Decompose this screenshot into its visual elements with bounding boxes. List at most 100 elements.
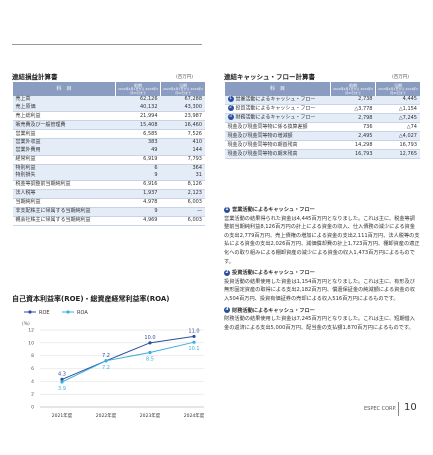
legend-label: ROA: [77, 310, 88, 316]
table-cell: 2,495: [330, 131, 376, 142]
cell-text: 売上原価: [15, 103, 36, 110]
header-cell: 科 目: [12, 82, 116, 97]
header-cell: 科 目: [224, 82, 331, 97]
cell-text: 21,994: [140, 112, 158, 119]
table-row: 1 営業活動によるキャッシュ・フロー 2,738 4,445: [224, 96, 420, 106]
table-cell: 16,460: [160, 120, 205, 131]
data-label: 11.0: [188, 328, 199, 334]
marker: 3: [224, 307, 230, 314]
note-body: 営業活動の結果得られた資金は4,445百万円となりました。これは主に、税金等調整…: [224, 215, 420, 265]
point: [192, 334, 196, 339]
table-row: 2 投資活動によるキャッシュ・フロー △3,778 △1,154: [224, 104, 420, 115]
table-cell: △1,154: [375, 104, 420, 115]
cell-text: 364: [192, 164, 202, 171]
y-tick-label: 2: [31, 392, 34, 398]
marker: 1: [224, 206, 230, 213]
cell-text: 4,969: [143, 216, 158, 223]
table-cell: 現金及び現金同等物の増減額: [224, 131, 331, 142]
point: [104, 359, 108, 363]
cell-text: 6,003: [187, 198, 202, 205]
table-cell: 税金等調整前当期純利益: [12, 180, 116, 190]
table-cell: 736: [330, 122, 376, 133]
table-cell: 法人税等: [12, 189, 116, 199]
header-range: 2023年4月1日から 2024年3月31日まで: [163, 87, 203, 95]
table-cell: 62,126 40,132: [115, 96, 161, 113]
table-row: 売上高 売上原価 62,126 40,132 67,288 43,300: [12, 96, 205, 113]
table-row: 税金等調整前当期純利益 6,916 8,126: [12, 180, 205, 190]
data-label: 7.2: [102, 353, 110, 359]
cell-text: 6,916: [143, 180, 158, 187]
table-row: 非支配株主に帰属する当期純利益 9 —: [12, 207, 205, 217]
page-number: 10: [404, 402, 417, 413]
cell-text: 4,978: [143, 198, 158, 205]
table-cell: 3 財務活動によるキャッシュ・フロー: [224, 113, 331, 124]
chart-title: 自己資本利益率(ROE)・総資産経常利益率(ROA): [12, 294, 170, 303]
cell-text: 7,793: [187, 155, 202, 162]
table-cell: 販売費及び一般管理費: [12, 120, 116, 131]
table-cell: 21,994: [115, 111, 161, 122]
table-cell: 現金及び現金同等物の期末残高: [224, 149, 331, 160]
data-label: 4.3: [58, 371, 66, 377]
row-label: 現金及び現金同等物に係る換算差額: [227, 123, 308, 130]
cell-text: 非支配株主に帰属する当期純利益: [15, 207, 91, 214]
cell-text: 9: [154, 207, 158, 214]
note-heading: 3 財務活動によるキャッシュ・フロー: [224, 307, 420, 316]
cell-text: 6,003: [187, 216, 202, 223]
table-row: 親会社株主に帰属する当期純利益 4,969 6,003: [12, 216, 205, 226]
header-period: 当期: [179, 83, 187, 88]
series-line: [61, 335, 195, 380]
x-tick-label: 2023年度: [140, 412, 161, 419]
marker: 2: [224, 269, 230, 276]
table-cell: 8,126: [160, 180, 205, 190]
cell-text: 8,126: [187, 180, 202, 187]
note-body: 財務活動の結果使用した資金は7,245百万円となりました。これは主に、短期借入金…: [224, 316, 415, 331]
cell-text: 49: [151, 146, 158, 153]
marker: 1: [227, 96, 234, 103]
row-label: 財務活動によるキャッシュ・フロー: [235, 114, 316, 121]
heading-text: 営業活動によるキャッシュ・フロー: [232, 207, 315, 213]
table-cell: 7,793: [160, 155, 205, 165]
table-cell: 特別利益 特別損失: [12, 164, 116, 181]
cell-text: 営業利益: [15, 130, 36, 137]
table-cell: 16,793: [375, 140, 420, 151]
table-cell: 6,919: [115, 155, 161, 165]
table-cell: 4,978: [115, 198, 161, 208]
rule: [12, 44, 202, 45]
divider: [398, 402, 399, 416]
table-row: 3 財務活動によるキャッシュ・フロー 2,798 △7,245: [224, 113, 420, 124]
table-row: 販売費及び一般管理費 15,408 16,460: [12, 120, 205, 131]
x-tick-label: 2022年度: [96, 412, 117, 419]
table-row: 経常利益 6,919 7,793: [12, 155, 205, 165]
table-row: 営業外収益 営業外費用 383 49 410 144: [12, 138, 205, 156]
table-cell: 4,445: [375, 96, 420, 106]
table-cell: 2,798: [330, 113, 376, 124]
data-label: 3.9: [58, 386, 66, 392]
table-cell: 16,793: [330, 149, 376, 160]
cell-text: 2,123: [187, 189, 202, 196]
table-cell: 6,003: [160, 198, 205, 208]
y-tick-label: 4: [31, 379, 34, 385]
cell-text: 経常利益: [15, 155, 36, 162]
header-cell: 当期 2023年4月1日から 2024年3月31日まで: [375, 82, 420, 97]
header-row: 科 目前期 2022年4月1日から 2023年3月31日まで 当期 2023年4月1日…: [224, 82, 420, 97]
note-heading: 1 営業活動によるキャッシュ・フロー: [224, 206, 420, 215]
header-period: 当期: [394, 83, 402, 88]
row-label: 営業活動によるキャッシュ・フロー: [235, 96, 316, 103]
y-tick-label: 12: [28, 328, 34, 334]
table-row: 特別利益 特別損失 6 9 364 31: [12, 164, 205, 181]
table-cell: 2,123: [160, 189, 205, 199]
table-row: 現金及び現金同等物に係る換算差額 736 △74: [224, 122, 420, 133]
cell-text: 販売費及び一般管理費: [15, 121, 66, 128]
cf-title: 連結キャッシュ・フロー計算書: [224, 73, 315, 81]
cell-text: 62,126: [140, 96, 158, 103]
point: [192, 340, 196, 344]
point: [148, 341, 152, 345]
cell-text: 営業外収益: [15, 139, 41, 146]
table-cell: 6,916: [115, 180, 161, 190]
y-label: (%): [22, 321, 30, 327]
cell-text: 親会社株主に帰属する当期純利益: [15, 216, 91, 223]
table-cell: 親会社株主に帰属する当期純利益: [12, 216, 116, 226]
chart: 自己資本利益率(ROE)・総資産経常利益率(ROA) (%) 0 2 4 6 8 10 12…: [12, 294, 205, 419]
series-line: [61, 341, 195, 383]
table-cell: 14,298: [330, 140, 376, 151]
